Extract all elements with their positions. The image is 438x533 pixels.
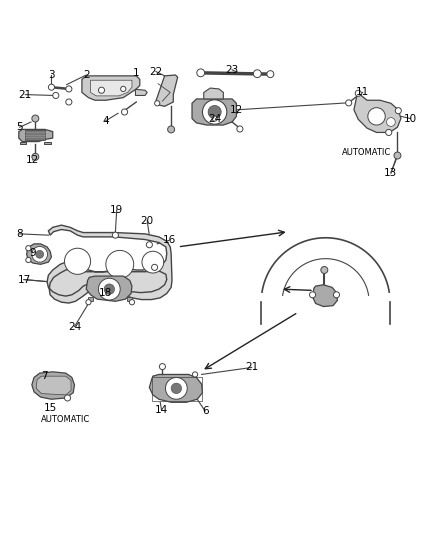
Polygon shape bbox=[204, 88, 223, 99]
Circle shape bbox=[121, 109, 127, 115]
Circle shape bbox=[32, 115, 39, 122]
Polygon shape bbox=[135, 90, 147, 95]
Circle shape bbox=[395, 108, 401, 114]
Polygon shape bbox=[86, 276, 132, 301]
Circle shape bbox=[32, 246, 47, 262]
Text: 8: 8 bbox=[16, 229, 23, 239]
Circle shape bbox=[129, 300, 134, 305]
Circle shape bbox=[192, 372, 198, 377]
Circle shape bbox=[66, 99, 72, 105]
Text: 19: 19 bbox=[110, 205, 124, 215]
Text: 10: 10 bbox=[404, 114, 417, 124]
Circle shape bbox=[64, 248, 91, 274]
Text: 1: 1 bbox=[133, 68, 140, 78]
Text: 12: 12 bbox=[26, 155, 39, 165]
Text: 11: 11 bbox=[356, 87, 369, 98]
Circle shape bbox=[253, 70, 261, 78]
Circle shape bbox=[212, 116, 217, 121]
Circle shape bbox=[368, 108, 385, 125]
Text: 20: 20 bbox=[141, 216, 154, 226]
Text: 2: 2 bbox=[83, 70, 89, 80]
Text: 24: 24 bbox=[68, 321, 81, 332]
Circle shape bbox=[202, 100, 227, 124]
Polygon shape bbox=[313, 285, 337, 306]
Circle shape bbox=[386, 130, 392, 135]
Circle shape bbox=[64, 395, 71, 401]
Circle shape bbox=[26, 246, 31, 251]
Polygon shape bbox=[91, 80, 132, 96]
Circle shape bbox=[66, 86, 72, 92]
Polygon shape bbox=[25, 130, 45, 140]
Text: 16: 16 bbox=[162, 236, 176, 245]
Circle shape bbox=[142, 251, 164, 273]
Text: 15: 15 bbox=[43, 403, 57, 413]
Circle shape bbox=[346, 100, 352, 106]
Circle shape bbox=[155, 101, 160, 106]
Circle shape bbox=[48, 84, 54, 90]
Text: 18: 18 bbox=[99, 288, 113, 297]
Circle shape bbox=[106, 251, 134, 278]
Circle shape bbox=[197, 69, 205, 77]
Polygon shape bbox=[149, 375, 202, 402]
Text: 6: 6 bbox=[202, 406, 208, 416]
Text: 23: 23 bbox=[226, 65, 239, 75]
Bar bbox=[44, 142, 50, 144]
Circle shape bbox=[171, 383, 182, 393]
Polygon shape bbox=[19, 130, 53, 142]
Text: 4: 4 bbox=[102, 116, 109, 126]
Circle shape bbox=[387, 118, 395, 126]
Circle shape bbox=[53, 92, 59, 99]
Circle shape bbox=[208, 106, 221, 118]
Polygon shape bbox=[47, 225, 172, 303]
Text: 5: 5 bbox=[16, 122, 23, 132]
Text: 13: 13 bbox=[384, 168, 398, 178]
Circle shape bbox=[321, 266, 328, 273]
Circle shape bbox=[26, 257, 31, 263]
Polygon shape bbox=[36, 376, 71, 395]
Polygon shape bbox=[354, 93, 401, 133]
Circle shape bbox=[159, 364, 166, 370]
Bar bbox=[20, 142, 26, 144]
Circle shape bbox=[310, 292, 316, 298]
Polygon shape bbox=[82, 76, 140, 100]
Circle shape bbox=[99, 278, 120, 300]
Text: 24: 24 bbox=[208, 114, 221, 124]
Circle shape bbox=[99, 87, 105, 93]
Circle shape bbox=[333, 292, 339, 298]
Text: 12: 12 bbox=[230, 105, 243, 115]
Text: AUTOMATIC: AUTOMATIC bbox=[343, 148, 392, 157]
Circle shape bbox=[168, 126, 175, 133]
Text: 3: 3 bbox=[48, 70, 55, 80]
Circle shape bbox=[152, 264, 158, 270]
Bar bbox=[127, 297, 132, 301]
Text: AUTOMATIC: AUTOMATIC bbox=[41, 415, 90, 424]
Text: 14: 14 bbox=[155, 405, 168, 415]
Circle shape bbox=[267, 71, 274, 78]
Circle shape bbox=[32, 154, 39, 160]
Text: 21: 21 bbox=[19, 90, 32, 100]
Circle shape bbox=[104, 284, 115, 294]
Circle shape bbox=[237, 126, 243, 132]
Bar bbox=[88, 297, 93, 301]
Text: 7: 7 bbox=[42, 371, 48, 381]
Polygon shape bbox=[192, 99, 237, 125]
Circle shape bbox=[166, 377, 187, 399]
Bar bbox=[152, 377, 201, 400]
Circle shape bbox=[113, 232, 118, 238]
Text: 9: 9 bbox=[29, 248, 36, 259]
Circle shape bbox=[146, 241, 152, 248]
Circle shape bbox=[36, 251, 44, 258]
Text: 21: 21 bbox=[245, 362, 258, 373]
Polygon shape bbox=[27, 244, 51, 264]
Circle shape bbox=[355, 90, 361, 96]
Circle shape bbox=[86, 300, 91, 305]
Text: 17: 17 bbox=[18, 274, 31, 285]
Circle shape bbox=[394, 152, 401, 159]
Circle shape bbox=[120, 86, 126, 92]
Text: 22: 22 bbox=[149, 67, 162, 77]
Polygon shape bbox=[156, 75, 178, 107]
Polygon shape bbox=[32, 372, 74, 399]
